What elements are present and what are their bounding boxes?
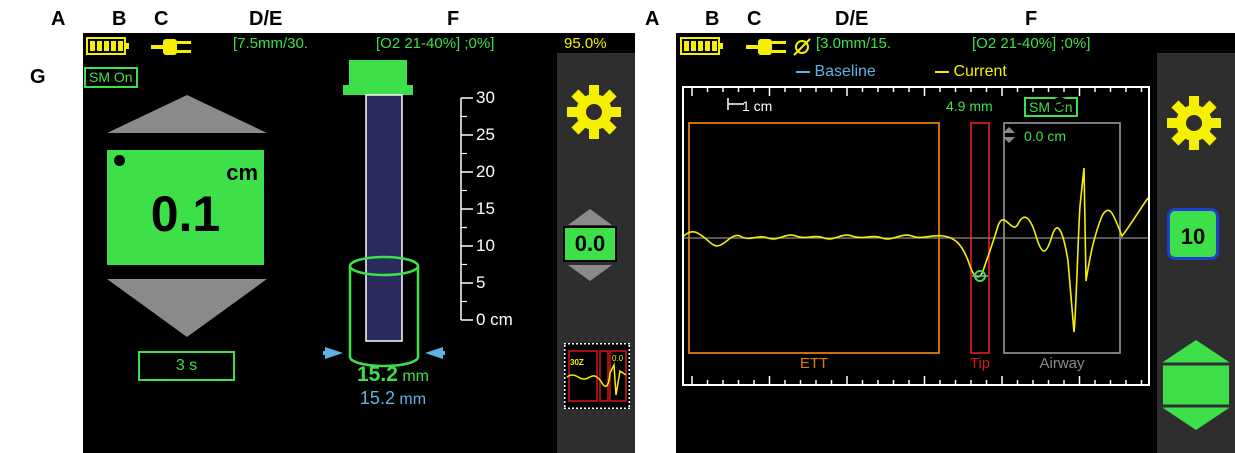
power-plug-icon bbox=[151, 39, 191, 55]
zoom-count-button[interactable]: 10 bbox=[1167, 208, 1219, 260]
diameter-secondary-value: 15.2 bbox=[359, 388, 395, 408]
left-side-panel: 0.0 30Z 0.0 bbox=[557, 53, 635, 453]
scale-tick-label: 15 bbox=[476, 199, 495, 218]
current-swatch bbox=[935, 70, 949, 73]
scale-bar-label: 1 cm bbox=[742, 98, 772, 114]
side-value-display: 0.0 bbox=[563, 226, 617, 262]
reading-unit: cm bbox=[226, 160, 258, 185]
side-down-arrow-button[interactable] bbox=[566, 263, 614, 283]
timer-button[interactable]: 3 s bbox=[138, 351, 235, 381]
label-c-right: C bbox=[747, 8, 762, 30]
reading-display: cm 0.1 bbox=[107, 150, 264, 265]
baseline-swatch bbox=[796, 70, 810, 73]
waveform-plot: 1 cm 4.9 mm ETT Tip Airway 0.0 cm bbox=[682, 86, 1150, 386]
battery-icon bbox=[680, 37, 723, 55]
decrease-arrow-button[interactable] bbox=[107, 279, 267, 339]
sm-on-badge[interactable]: SM On bbox=[84, 67, 138, 88]
o2-status-text: [O2 21-40%] ;0%] bbox=[972, 35, 1091, 52]
right-side-panel: 10 bbox=[1157, 53, 1235, 453]
thumbnail-label-a: 30Z bbox=[570, 358, 584, 367]
scale-tick-label: 0 cm bbox=[476, 310, 513, 329]
side-up-arrow-button[interactable] bbox=[566, 207, 614, 227]
diameter-primary: 15.2 mm bbox=[333, 363, 453, 387]
scale-tick-label: 30 bbox=[476, 88, 495, 107]
scale-tick-label: 10 bbox=[476, 236, 495, 255]
left-device-screen: [7.5mm/30. [O2 21-40%] ;0%] 95.0% SM On … bbox=[83, 33, 635, 453]
label-g-right: G bbox=[1053, 94, 1068, 114]
label-de-right: D/E bbox=[835, 8, 869, 30]
diameter-primary-value: 15.2 bbox=[357, 363, 398, 386]
reading-value: 0.1 bbox=[150, 186, 221, 242]
legend-current-label: Current bbox=[953, 63, 1007, 80]
no-sensor-icon bbox=[793, 38, 811, 56]
label-g-left: G bbox=[30, 66, 46, 88]
legend-baseline-label: Baseline bbox=[814, 63, 876, 80]
settings-gear-icon[interactable] bbox=[564, 82, 624, 142]
thumbnail-label-b: 0.0 bbox=[612, 354, 624, 363]
waveform-thumbnail-button[interactable]: 30Z 0.0 bbox=[564, 343, 630, 409]
label-b-left: B bbox=[112, 8, 127, 30]
legend-baseline: Baseline bbox=[796, 63, 876, 81]
diameter-primary-unit: mm bbox=[402, 368, 429, 385]
increase-arrow-button[interactable] bbox=[107, 95, 267, 135]
battery-icon bbox=[86, 37, 129, 55]
tip-mm-label: 4.9 mm bbox=[946, 98, 993, 114]
diameter-secondary-unit: mm bbox=[399, 391, 427, 408]
scale-tick-label: 5 bbox=[476, 273, 486, 292]
legend-current: Current bbox=[935, 63, 1007, 81]
tube-status-text: [3.0mm/15. bbox=[816, 35, 892, 52]
percent-status-text: 95.0% bbox=[564, 35, 607, 52]
scale-tick-label: 20 bbox=[476, 162, 495, 181]
airway-value: 0.0 cm bbox=[1024, 128, 1066, 144]
power-plug-icon bbox=[746, 39, 786, 55]
sm-on-badge[interactable]: SM On bbox=[1024, 97, 1078, 117]
settings-gear-icon[interactable] bbox=[1164, 93, 1224, 153]
scroll-arrows-button[interactable] bbox=[1161, 338, 1231, 433]
o2-status-text: [O2 21-40%] ;0%] bbox=[376, 35, 495, 52]
right-device-screen: [3.0mm/15. [O2 21-40%] ;0%] Baseline Cur… bbox=[676, 33, 1235, 453]
airway-label: Airway bbox=[1039, 355, 1085, 372]
label-de-left: D/E bbox=[249, 8, 283, 30]
airway-up-arrow-icon[interactable] bbox=[1003, 127, 1015, 133]
label-a-right: A bbox=[645, 8, 660, 30]
label-a-left: A bbox=[51, 8, 66, 30]
diameter-secondary: 15.2 mm bbox=[333, 388, 453, 409]
tube-diagram bbox=[323, 60, 473, 368]
status-dot-icon bbox=[114, 155, 125, 166]
airway-down-arrow-icon[interactable] bbox=[1003, 137, 1015, 143]
label-f-right: F bbox=[1025, 8, 1038, 30]
label-f-left: F bbox=[447, 8, 460, 30]
tube-status-text: [7.5mm/30. bbox=[233, 35, 309, 52]
label-c-left: C bbox=[154, 8, 169, 30]
ett-label: ETT bbox=[800, 355, 828, 372]
label-b-right: B bbox=[705, 8, 720, 30]
tip-label: Tip bbox=[970, 355, 990, 372]
scale-tick-label: 25 bbox=[476, 125, 495, 144]
